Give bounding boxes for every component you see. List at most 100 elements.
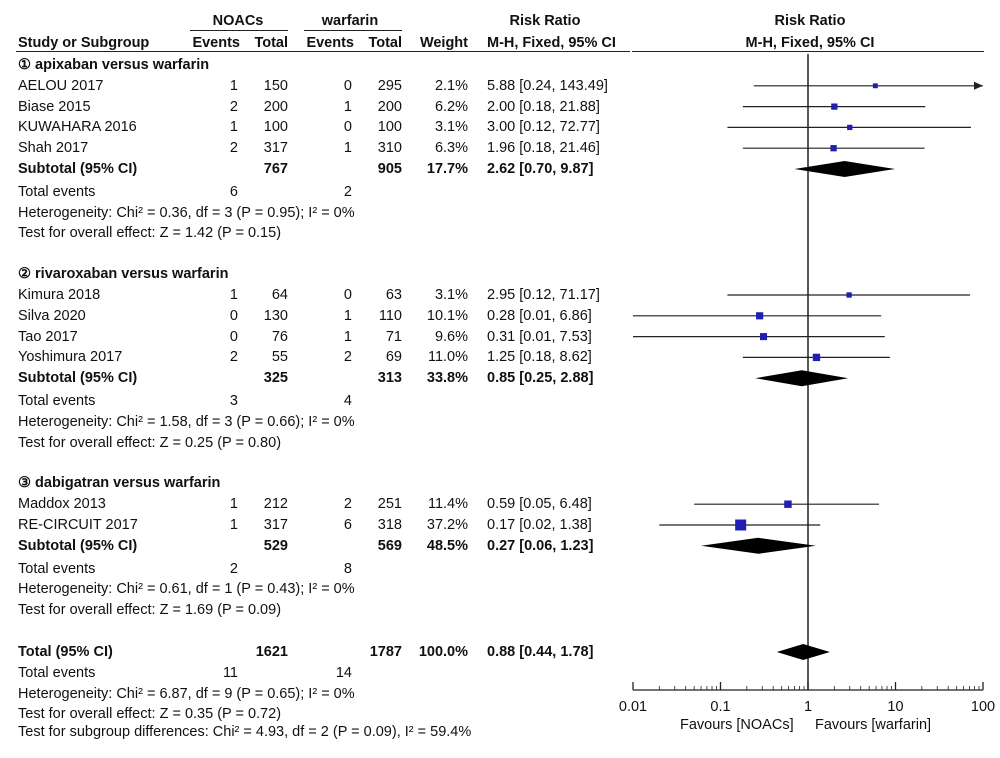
study-events-noacs: 1: [229, 496, 238, 513]
header-plot-ci: M-H, Fixed, 95% CI: [745, 35, 875, 51]
subtotal-ci: 0.27 [0.06, 1.23]: [487, 537, 594, 554]
header-group1: NOACs: [212, 13, 264, 29]
ci-arrow: [974, 81, 983, 90]
study-total-warfarin: 318: [377, 517, 402, 533]
study-weight: 11.4%: [427, 496, 468, 513]
study-events-warfarin: 0: [343, 77, 352, 94]
subtotal-weight: 17.7%: [426, 161, 468, 177]
x-tick-label: 0.01: [618, 699, 648, 715]
study-ci: 1.25 [0.18, 8.62]: [487, 349, 592, 366]
study-ci: 0.31 [0.01, 7.53]: [487, 328, 592, 345]
total-ci: 0.88 [0.44, 1.78]: [487, 644, 594, 660]
subtotal-label: Subtotal (95% CI): [18, 161, 138, 177]
study-weight: 2.1%: [434, 77, 468, 94]
study-name: Kimura 2018: [18, 287, 101, 303]
x-tick-label: 10: [887, 699, 904, 715]
subtotal-weight: 48.5%: [426, 537, 468, 554]
subtotal-label: Subtotal (95% CI): [18, 370, 138, 387]
subtotal-ci: 2.62 [0.70, 9.87]: [487, 161, 594, 177]
study-marker: [735, 519, 747, 531]
study-name: Yoshimura 2017: [18, 349, 123, 366]
subtotal-label: Subtotal (95% CI): [18, 537, 138, 554]
study-weight: 6.3%: [434, 140, 468, 157]
study-events-noacs: 0: [229, 328, 238, 345]
total-label: Total (95% CI): [18, 644, 113, 660]
study-total-noacs: 317: [263, 517, 288, 533]
study-ci: 2.00 [0.18, 21.88]: [487, 98, 600, 115]
study-weight: 11.0%: [427, 349, 468, 366]
study-ci: 2.95 [0.12, 71.17]: [487, 287, 600, 303]
study-total-warfarin: 251: [377, 496, 402, 513]
study-total-noacs: 130: [263, 307, 288, 324]
study-name: Silva 2020: [18, 307, 86, 324]
study-total-noacs: 100: [263, 119, 288, 136]
header-events1: Events: [192, 35, 240, 51]
header-plot-title: Risk Ratio: [774, 13, 846, 29]
study-events-noacs: 2: [229, 140, 238, 157]
study-events-noacs: 2: [229, 98, 238, 115]
study-events-noacs: 0: [229, 307, 238, 324]
total-events-noacs: 6: [229, 183, 238, 200]
study-events-noacs: 1: [229, 287, 238, 303]
study-events-warfarin: 0: [343, 119, 352, 136]
study-events-warfarin: 2: [343, 349, 352, 366]
header-total2: Total: [368, 35, 402, 51]
overall-effect-text: Test for overall effect: Z = 0.25 (P = 0…: [18, 434, 282, 451]
header-ci: M-H, Fixed, 95% CI: [487, 35, 616, 51]
study-name: Tao 2017: [18, 328, 78, 345]
study-total-warfarin: 200: [377, 98, 402, 115]
heterogeneity-text: Heterogeneity: Chi² = 0.61, df = 1 (P = …: [18, 581, 355, 598]
pooled-diamond: [776, 644, 830, 660]
study-weight: 3.1%: [434, 287, 468, 303]
study-events-warfarin: 1: [343, 307, 352, 324]
study-ci: 0.59 [0.05, 6.48]: [487, 496, 592, 513]
header-rule-left: [16, 51, 630, 52]
study-weight: 3.1%: [434, 119, 468, 136]
pooled-diamond: [794, 161, 896, 177]
pooled-diamond: [755, 370, 849, 387]
subtotal-total-noacs: 529: [263, 537, 288, 554]
study-events-warfarin: 1: [343, 98, 352, 115]
subgroup-title: ③ dabigatran versus warfarin: [18, 475, 221, 492]
subtotal-weight: 33.8%: [426, 370, 468, 387]
study-events-noacs: 2: [229, 349, 238, 366]
subtotal-ci: 0.85 [0.25, 2.88]: [487, 370, 594, 387]
favours-right: Favours [warfarin]: [815, 717, 932, 733]
study-marker: [784, 500, 792, 508]
total-warfarin: 1787: [369, 644, 402, 660]
pooled-diamond: [701, 537, 816, 554]
study-events-noacs: 1: [229, 77, 238, 94]
header-underline-noacs: [190, 30, 288, 31]
overall-effect-text: Test for overall effect: Z = 1.42 (P = 0…: [18, 225, 282, 242]
study-ci: 0.28 [0.01, 6.86]: [487, 307, 592, 324]
study-events-warfarin: 0: [343, 287, 352, 303]
study-marker: [812, 353, 821, 362]
grand-total-events-warfarin: 14: [335, 664, 352, 681]
total-events-label: Total events: [18, 183, 96, 200]
study-total-noacs: 55: [271, 349, 288, 366]
study-marker: [872, 83, 878, 89]
study-events-warfarin: 6: [343, 517, 352, 533]
study-total-warfarin: 100: [377, 119, 402, 136]
study-total-noacs: 150: [263, 77, 288, 94]
study-total-warfarin: 295: [377, 77, 402, 94]
study-weight: 6.2%: [434, 98, 468, 115]
subtotal-total-warfarin: 313: [377, 370, 402, 387]
header-underline-warfarin: [304, 30, 402, 31]
grand-overall-effect-text: Test for overall effect: Z = 0.35 (P = 0…: [18, 706, 282, 723]
header-total1: Total: [254, 35, 288, 51]
subgroup-title: ① apixaban versus warfarin: [18, 57, 210, 73]
study-total-warfarin: 69: [385, 349, 402, 366]
header-weight: Weight: [419, 35, 468, 51]
study-total-noacs: 317: [263, 140, 288, 157]
subtotal-total-warfarin: 569: [377, 537, 402, 554]
study-weight: 9.6%: [434, 328, 468, 345]
subtotal-total-warfarin: 905: [377, 161, 402, 177]
study-name: Maddox 2013: [18, 496, 106, 513]
x-tick-label: 0.1: [710, 699, 731, 715]
study-marker: [831, 103, 838, 110]
study-weight: 10.1%: [426, 307, 468, 324]
total-noacs: 1621: [255, 644, 288, 660]
header-events2: Events: [306, 35, 354, 51]
